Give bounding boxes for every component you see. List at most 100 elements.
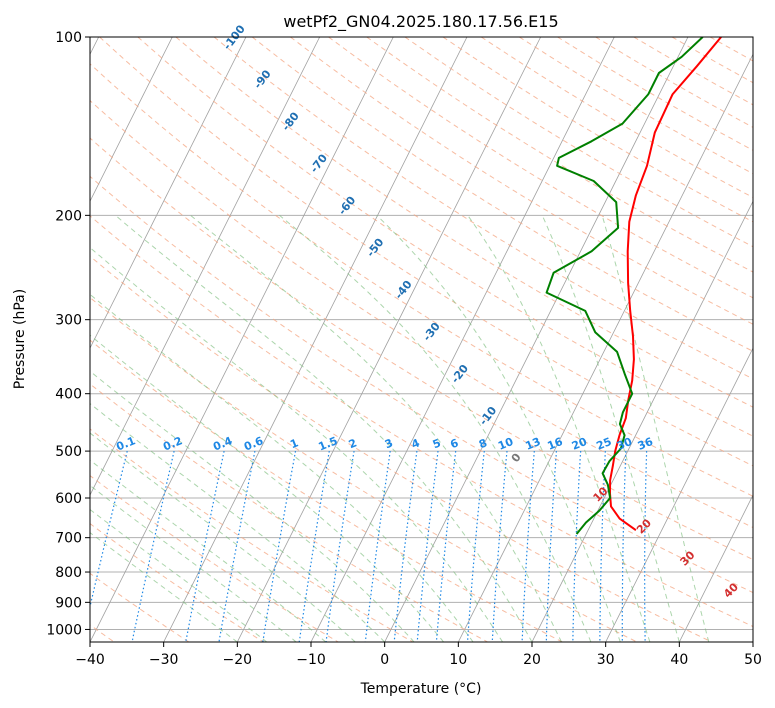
dry-adiabat-line	[90, 572, 190, 642]
dry-adiabat-label: -50	[364, 236, 387, 260]
mixing-ratio-label: 8	[477, 436, 489, 451]
x-axis: −40 −30 −20 −10 0 10 20 30 40 50	[75, 642, 762, 668]
x-tick-label: −40	[75, 652, 105, 668]
moist-adiabat-line	[90, 402, 386, 642]
dry-adiabat-line	[328, 37, 753, 299]
mixing-ratio-label: 13	[523, 435, 542, 453]
mixing-ratio-line	[521, 451, 535, 642]
dry-adiabat-line	[519, 37, 753, 175]
mixing-ratio-label: 10	[496, 435, 515, 453]
y-tick-label: 700	[55, 531, 82, 547]
dry-adiabat-line	[90, 99, 753, 529]
y-tick-label: 500	[55, 444, 82, 460]
y-tick-label: 600	[55, 491, 82, 507]
y-tick-label: 400	[55, 387, 82, 403]
mixing-ratio-line	[491, 451, 508, 642]
x-tick-label: 40	[670, 652, 688, 668]
dry-adiabat-line	[90, 215, 753, 628]
dry-adiabat-line	[90, 428, 414, 642]
mixing-ratio-layer	[90, 450, 648, 642]
x-tick-label: −30	[149, 652, 179, 668]
mixing-ratio-line	[185, 450, 225, 642]
dry-adiabat-label: -80	[279, 109, 302, 133]
dry-adiabat-line	[633, 37, 753, 106]
moist-adiabat-line	[601, 215, 710, 642]
mixing-ratio-label: 2	[347, 436, 359, 451]
mixing-ratio-label: 4	[410, 436, 422, 451]
isotherm-line	[90, 37, 321, 496]
mixing-ratio-line	[90, 450, 128, 609]
y-tick-label: 1000	[46, 622, 82, 638]
x-tick-label: 20	[523, 652, 541, 668]
isotherm-line	[457, 53, 753, 642]
moist-adiabat-line	[90, 459, 327, 642]
dry-adiabat-line	[90, 523, 264, 642]
moist-adiabat-line	[467, 215, 651, 642]
mixing-ratio-line	[643, 451, 648, 642]
y-axis: 100 200 300 400 500 600 700 800 900 1000	[46, 30, 90, 638]
isotherm-line	[90, 37, 394, 642]
mixing-ratio-line	[298, 450, 330, 642]
mixing-ratio-line	[435, 451, 457, 642]
y-tick-label: 300	[55, 313, 82, 329]
dry-adiabat-line	[90, 474, 339, 642]
mixing-ratio-line	[262, 450, 297, 642]
dry-adiabat-line	[90, 137, 753, 561]
moist-adiabat-line	[376, 214, 621, 642]
mixing-ratio-line	[131, 450, 175, 642]
x-tick-label: 10	[449, 652, 467, 668]
isotherm-line	[531, 200, 753, 642]
moist-adiabat-line	[90, 432, 356, 642]
isotherm-line	[605, 347, 753, 642]
dry-adiabat-line	[90, 175, 753, 594]
dry-adiabat-label: -10	[477, 404, 500, 428]
moist-adiabat-line	[90, 293, 474, 642]
mixing-ratio-label: 6	[448, 436, 460, 451]
moist-adiabat-line	[541, 215, 680, 642]
dry-adiabat-line	[90, 63, 753, 497]
dry-adiabat-line	[90, 255, 712, 642]
dry-adiabat-line	[90, 296, 638, 642]
moist-adiabat-line	[115, 214, 533, 642]
isotherm-line	[236, 37, 542, 642]
x-tick-label: 30	[597, 652, 615, 668]
x-tick-label: 0	[380, 652, 389, 668]
isotherm-line	[752, 641, 753, 642]
dry-adiabat-label: -60	[336, 194, 359, 218]
line-label-layer: 0.1 0.2 0.4 0.6 1 1.5 2 3 4 5 6 8 10 13 16 20 25 30 36-100…	[114, 22, 741, 600]
mixing-ratio-line	[545, 451, 557, 642]
dry-adiabat-line	[137, 37, 753, 437]
x-axis-title: Temperature (°C)	[360, 681, 482, 697]
profile-line	[545, 37, 704, 535]
moist-adiabat-label: 40	[721, 580, 741, 600]
moist-adiabat-line	[90, 334, 444, 642]
mixing-ratio-label: 16	[546, 435, 565, 453]
mixing-ratio-label: 25	[594, 435, 613, 453]
x-tick-label: −10	[296, 652, 326, 668]
dry-adiabat-line	[290, 37, 753, 325]
grid-layer	[90, 37, 753, 642]
y-tick-label: 800	[55, 565, 82, 581]
isotherm-line	[384, 37, 689, 642]
mixing-ratio-label: 1	[288, 436, 300, 451]
profile-layer	[545, 37, 722, 535]
x-tick-label: −20	[223, 652, 253, 668]
dry-adiabat-line	[251, 37, 753, 352]
dry-adiabat-label: -90	[251, 67, 274, 91]
mixing-ratio-line	[599, 451, 606, 642]
moist-adiabat-line	[90, 484, 297, 642]
moist-adiabat-line	[279, 214, 592, 642]
mixing-ratio-line	[416, 451, 439, 642]
moist-adiabat-line	[90, 508, 268, 642]
mixing-ratio-line	[621, 451, 627, 642]
moist-adiabat-label: 30	[678, 548, 698, 568]
mixing-ratio-label: 20	[570, 435, 589, 453]
isotherm-line	[678, 494, 753, 642]
isotherm-line	[310, 37, 615, 642]
mixing-ratio-line	[466, 451, 485, 642]
mixing-ratio-label: 36	[636, 435, 655, 453]
isotherm-line	[163, 37, 468, 642]
mixing-ratio-label: 30	[615, 435, 634, 453]
mixing-ratio-label: 3	[383, 436, 395, 451]
